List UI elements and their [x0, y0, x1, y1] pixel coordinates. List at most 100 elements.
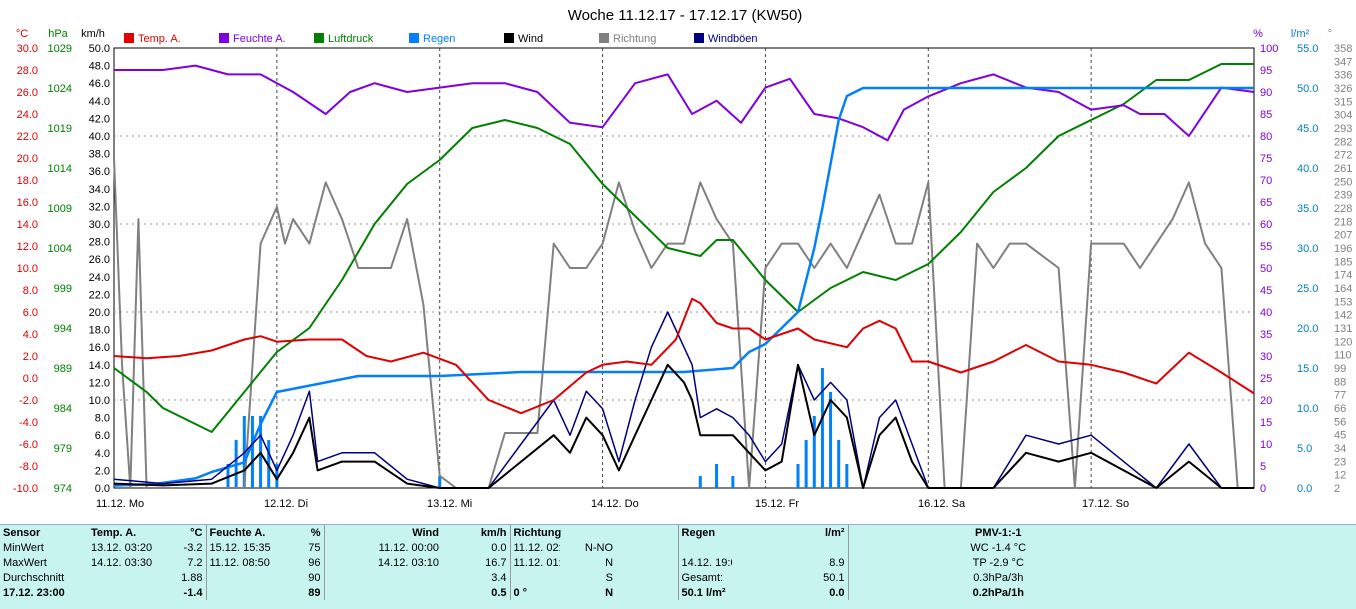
wind-value: 0.0 — [442, 540, 511, 555]
rain-bar — [250, 416, 254, 488]
temp-tick: 26.0 — [17, 87, 38, 99]
wind-tick: 40.0 — [89, 131, 110, 143]
stats-row: MinWert 13.12. 03:20 -3.2 15.12. 15:35 75 11.… — [0, 540, 1356, 555]
rain-bar — [715, 464, 719, 488]
hum-tick: 40 — [1260, 307, 1272, 319]
dir-tick: 293 — [1334, 123, 1352, 135]
press-tick: 974 — [54, 483, 72, 495]
x-axis-label: 14.12. Do — [591, 498, 639, 510]
stats-sensor-header: Sensor — [3, 526, 41, 539]
stats-row-label: MaxWert — [3, 556, 47, 569]
dir-tick: 336 — [1334, 70, 1352, 82]
rain-date: 50.1 l/m² — [681, 586, 726, 599]
rain-bar — [837, 440, 841, 488]
hum-tick: 35 — [1260, 329, 1272, 341]
hum-value: 89 — [286, 585, 325, 600]
wind-tick: 30.0 — [89, 219, 110, 231]
dir-tick: 99 — [1334, 363, 1346, 375]
axis-ticks: 30.028.026.024.022.020.018.016.014.012.0… — [13, 43, 1352, 495]
stats-dir-header: Richtung — [513, 526, 562, 539]
x-axis-label: 15.12. Fr — [755, 498, 799, 510]
series-line-luftdruck — [113, 63, 1254, 433]
dir-tick: 2 — [1334, 483, 1340, 495]
legend-label: Feuchte A. — [233, 33, 286, 45]
dir-tick: 77 — [1334, 390, 1346, 402]
rain-date: Gesamt: — [681, 571, 724, 584]
rain-value — [812, 540, 849, 555]
stats-row-label: 17.12. 23:00 — [3, 586, 65, 599]
dir-tick: 261 — [1334, 163, 1352, 175]
temp-tick: -10.0 — [13, 483, 38, 495]
dir-value: N — [605, 556, 614, 569]
stats-header-row: Sensor Temp. A. °C Feuchte A. % Wind km/… — [0, 525, 1356, 540]
temp-value: 1.88 — [168, 570, 207, 585]
stats-temp-header: Temp. A. — [91, 526, 137, 539]
wind-tick: 24.0 — [89, 272, 110, 284]
dir-date: 11.12. 01:35 — [513, 556, 561, 569]
hum-tick: 100 — [1260, 43, 1278, 55]
rain-value: 8.9 — [812, 555, 849, 570]
temp-unit-label: °C — [16, 28, 28, 40]
rain-tick: 35.0 — [1297, 203, 1318, 215]
dir-tick: 120 — [1334, 336, 1352, 348]
press-tick: 1014 — [48, 163, 72, 175]
x-axis-label: 13.12. Mi — [427, 498, 472, 510]
hum-tick: 90 — [1260, 87, 1272, 99]
wind-value: 0.5 — [442, 585, 511, 600]
dir-date: 11.12. 02:45 — [513, 541, 561, 554]
temp-date: 14.12. 03:30 — [91, 556, 153, 569]
dir-tick: 45 — [1334, 430, 1346, 442]
dir-tick: 88 — [1334, 376, 1346, 388]
dir-tick: 23 — [1334, 456, 1346, 468]
legend-swatch — [219, 33, 229, 43]
hum-date — [206, 585, 286, 600]
dir-tick: 218 — [1334, 216, 1352, 228]
rain-tick: 0.0 — [1297, 483, 1312, 495]
wind-tick: 16.0 — [89, 342, 110, 354]
press-tick: 984 — [54, 403, 72, 415]
chart-title: Woche 11.12.17 - 17.12.17 (KW50) — [568, 7, 803, 24]
wind-tick: 46.0 — [89, 78, 110, 90]
dir-tick: 153 — [1334, 296, 1352, 308]
temp-tick: 6.0 — [23, 307, 38, 319]
temp-tick: 22.0 — [17, 131, 38, 143]
stats-hum-unit: % — [286, 525, 325, 540]
wind-tick: 42.0 — [89, 113, 110, 125]
hum-tick: 5 — [1260, 461, 1266, 473]
hum-tick: 20 — [1260, 395, 1272, 407]
dir-tick: 282 — [1334, 136, 1352, 148]
dir-tick: 174 — [1334, 270, 1352, 282]
dir-date — [510, 570, 560, 585]
wind-tick: 18.0 — [89, 325, 110, 337]
hum-tick: 70 — [1260, 175, 1272, 187]
temp-tick: 12.0 — [17, 241, 38, 253]
series-layer — [113, 63, 1255, 489]
wind-tick: 22.0 — [89, 289, 110, 301]
stats-wind-header: Wind — [412, 526, 439, 539]
temp-date: 13.12. 03:20 — [91, 541, 153, 554]
stats-table: Sensor Temp. A. °C Feuchte A. % Wind km/… — [0, 525, 1356, 600]
dir-tick: 131 — [1334, 323, 1352, 335]
pmv-value: TP -2.9 °C — [972, 556, 1024, 569]
temp-tick: -2.0 — [19, 395, 38, 407]
legend-label: Temp. A. — [138, 33, 181, 45]
wind-tick: 34.0 — [89, 184, 110, 196]
rain-bar — [731, 476, 735, 488]
stats-row: MaxWert 14.12. 03:30 7.2 11.12. 08:50 96 14.1… — [0, 555, 1356, 570]
hum-value: 90 — [286, 570, 325, 585]
dir-tick: 315 — [1334, 96, 1352, 108]
stats-panel: Sensor Temp. A. °C Feuchte A. % Wind km/… — [0, 524, 1356, 609]
rain-bar — [845, 464, 849, 488]
dir-value: N-NO — [584, 541, 614, 554]
dir-value: S — [605, 571, 614, 584]
temp-date — [88, 585, 168, 600]
series-line-feuchte-a — [114, 64, 1255, 142]
wind-unit-label: km/h — [81, 28, 105, 40]
dir-tick: 239 — [1334, 190, 1352, 202]
wind-tick: 20.0 — [89, 307, 110, 319]
pmv-value: 0.3hPa/3h — [973, 571, 1024, 584]
wind-tick: 44.0 — [89, 96, 110, 108]
temp-tick: 18.0 — [17, 175, 38, 187]
temp-tick: 24.0 — [17, 109, 38, 121]
rain-date — [678, 540, 732, 555]
